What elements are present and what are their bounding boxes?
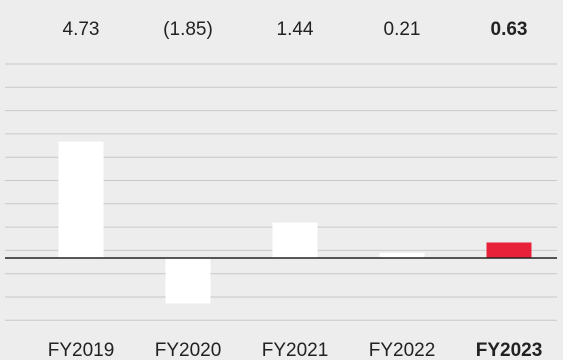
category-label-fy2022: FY2022 [369,340,436,360]
bar-fy2023 [486,242,532,258]
bar-fy2020 [165,258,211,304]
value-label-fy2021: 1.44 [277,19,314,40]
value-label-fy2020: (1.85) [163,19,213,40]
bar-fy2021 [272,222,318,258]
value-label-fy2019: 4.73 [63,19,100,40]
bar-fy2019 [58,141,104,258]
value-label-fy2023: 0.63 [491,19,528,40]
category-label-fy2020: FY2020 [155,340,222,360]
bar-fy2022 [379,252,425,258]
value-label-fy2022: 0.21 [384,19,421,40]
category-label-fy2021: FY2021 [262,340,329,360]
category-label-fy2019: FY2019 [48,340,115,360]
category-label-fy2023: FY2023 [476,340,543,360]
